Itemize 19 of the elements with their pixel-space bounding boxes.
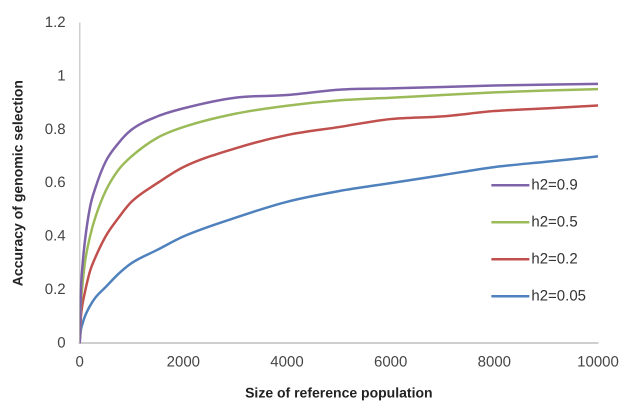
legend-label: h2=0.5	[531, 213, 578, 230]
x-tick-label: 0	[75, 353, 84, 370]
legend-label: h2=0.9	[531, 176, 578, 194]
y-tick-label: 0	[57, 334, 66, 352]
y-axis-title: Accuracy of genomic selection	[9, 80, 26, 286]
y-tick-label: 0.2	[44, 280, 66, 298]
legend-label: h2=0.05	[531, 287, 586, 304]
y-tick-label: 0.8	[44, 120, 66, 138]
y-tick-label: 0.4	[44, 228, 66, 245]
legend-label: h2=0.2	[531, 250, 578, 268]
y-tick-label: 0.6	[44, 174, 66, 192]
x-tick-label: 2000	[166, 353, 200, 370]
x-axis-title: Size of reference population	[245, 384, 433, 400]
y-tick-label: 1	[57, 68, 66, 85]
x-tick-label: 6000	[374, 353, 408, 370]
x-tick-label: 8000	[478, 353, 512, 370]
x-tick-label: 4000	[270, 353, 304, 370]
x-tick-label: 10000	[577, 353, 619, 370]
y-tick-label: 1.2	[44, 14, 66, 32]
